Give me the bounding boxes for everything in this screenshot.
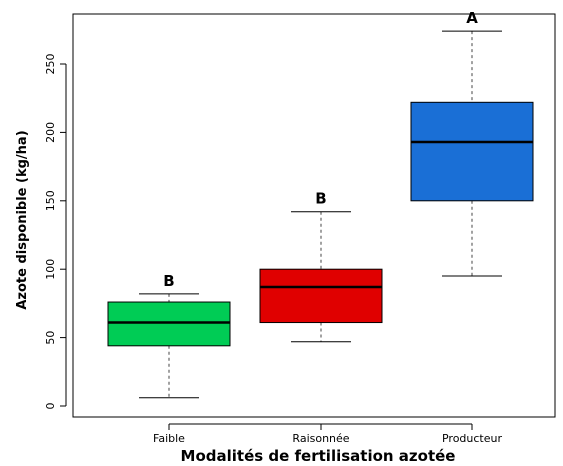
box-raisonnée — [259, 268, 383, 324]
x-tick-label: Raisonnée — [292, 432, 349, 445]
box-producteur — [410, 101, 534, 202]
boxes-group: B B A — [107, 9, 534, 399]
plot-frame — [72, 13, 556, 418]
y-tick-label: 150 — [44, 190, 57, 211]
y-axis-title: Azote disponible (kg/ha) — [15, 130, 30, 309]
y-tick-label: 200 — [44, 122, 57, 143]
y-tick-label: 0 — [44, 403, 57, 410]
x-axis: Faible Raisonnée Producteur — [153, 423, 503, 445]
x-axis-title: Modalités de fertilisation azotée — [181, 447, 456, 465]
significance-letter: B — [163, 272, 174, 290]
y-tick-label: 250 — [44, 54, 57, 75]
significance-letter: B — [315, 190, 326, 208]
y-tick-label: 100 — [44, 259, 57, 280]
x-tick-label: Producteur — [442, 432, 503, 445]
y-axis: 0 50 100 150 200 250 — [44, 54, 67, 410]
y-tick-label: 50 — [44, 331, 57, 345]
box-faible — [107, 301, 231, 347]
x-tick-label: Faible — [153, 432, 185, 445]
significance-letter: A — [466, 9, 478, 27]
